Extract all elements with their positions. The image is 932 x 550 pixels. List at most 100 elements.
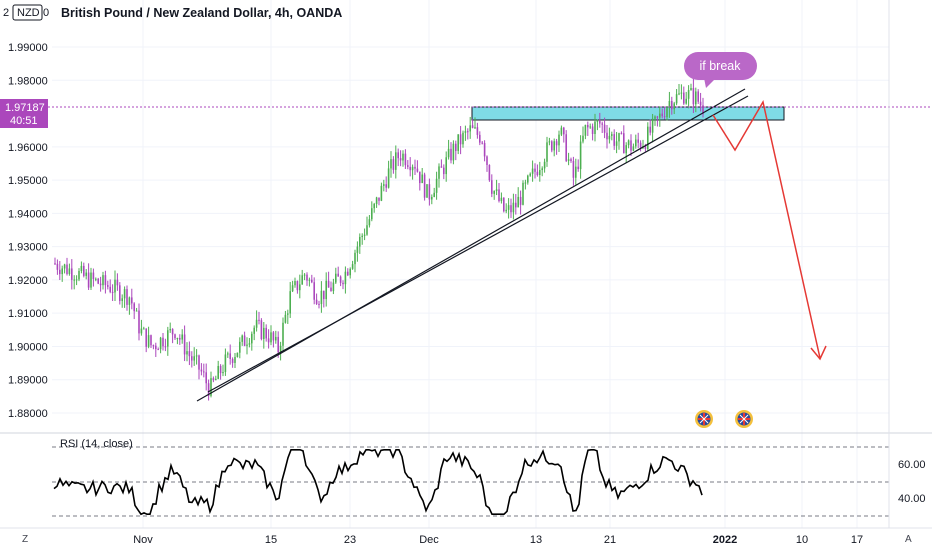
candle-body [243, 335, 246, 346]
candle-body [551, 141, 553, 151]
candle-body [267, 338, 270, 343]
candle-body [385, 184, 387, 188]
uk-flag-icon[interactable] [735, 410, 753, 428]
candle-body [222, 371, 224, 374]
candle-body [169, 328, 171, 331]
candle-body [539, 170, 541, 176]
footer-right-button[interactable]: A [905, 534, 912, 545]
symbol-code: NZD [17, 7, 40, 19]
candle-body [126, 289, 128, 305]
candle-body [659, 113, 661, 118]
chart-title: British Pound / New Zealand Dollar, 4h, … [61, 6, 342, 20]
candle-body [416, 168, 419, 172]
candle-body [565, 134, 567, 161]
candle-body [608, 135, 611, 140]
candle-body [601, 123, 603, 125]
candle-body [599, 120, 601, 124]
candle-body [443, 167, 445, 175]
candle-body [140, 328, 143, 334]
candle-body [625, 145, 627, 154]
candle-body [515, 202, 517, 208]
candle-body [680, 92, 683, 94]
candle-body [260, 320, 263, 340]
candle-body [383, 184, 385, 186]
trendline-lower[interactable] [196, 88, 746, 402]
candle-body [639, 142, 642, 148]
candle-body [296, 281, 299, 291]
candle-body [59, 269, 61, 275]
candle-body [678, 93, 680, 95]
candle-body [114, 279, 116, 293]
projection-arrow[interactable] [712, 99, 821, 359]
candle-body [109, 286, 111, 292]
candle-body [620, 133, 623, 135]
candle-body [95, 278, 97, 280]
candle-body [138, 310, 140, 334]
candle-body [632, 146, 635, 151]
candle-body [279, 345, 282, 353]
candle-body [567, 159, 570, 161]
candle-body [534, 168, 536, 172]
candle-body [224, 354, 227, 372]
candlesticks [54, 78, 704, 401]
candle-body [476, 127, 479, 135]
candle-body [246, 344, 248, 346]
candle-body [387, 168, 390, 188]
candle-body [587, 124, 589, 128]
candle-body [193, 356, 195, 361]
price-axis[interactable]: 1.99000 1.98000 1.96000 1.95000 1.94000 1.930… [8, 42, 48, 420]
candle-body [666, 108, 668, 118]
candle-body [455, 143, 457, 151]
candle-body [92, 272, 95, 279]
candle-body [656, 116, 659, 118]
candle-body [308, 279, 311, 281]
candle-body [203, 371, 205, 373]
candle-body [459, 134, 462, 145]
candle-body [323, 290, 325, 300]
candle-body [428, 184, 431, 200]
rsi-tick-60: 60.00 [898, 459, 926, 471]
trendline-upper[interactable] [207, 95, 749, 393]
candle-body [133, 303, 135, 312]
resistance-zone[interactable] [471, 106, 785, 121]
rsi-tick-40: 40.00 [898, 493, 926, 505]
current-price: 1.97187 [5, 102, 45, 114]
arrow-head [810, 345, 827, 361]
candle-body [685, 98, 687, 104]
candle-body [668, 100, 671, 109]
grid [52, 0, 889, 528]
footer-left-button[interactable]: Z [22, 534, 28, 545]
candle-body [332, 282, 335, 292]
time-tick-label: 17 [851, 534, 863, 546]
candle-body [335, 273, 337, 283]
candle-body [311, 279, 313, 283]
candle-body [171, 328, 174, 335]
candle-body [255, 319, 258, 328]
if-break-bubble[interactable]: if break [684, 52, 757, 88]
candle-body [373, 203, 375, 209]
candle-body [188, 351, 191, 357]
candle-body [347, 271, 349, 276]
candle-body [167, 330, 169, 347]
candle-body [107, 285, 109, 287]
candle-body [517, 196, 519, 208]
uk-flag-icon[interactable] [695, 410, 713, 428]
candle-body [493, 191, 495, 194]
candle-body [529, 173, 531, 176]
candle-body [66, 264, 68, 274]
candle-body [426, 184, 428, 198]
candle-body [548, 141, 551, 143]
candle-body [119, 285, 121, 301]
candle-body [555, 141, 558, 146]
candle-body [306, 274, 308, 281]
time-tick-label: 13 [530, 534, 542, 546]
time-axis[interactable]: Nov 15 23 Dec 13 21 2022 10 17 [133, 534, 863, 546]
candle-body [147, 335, 150, 347]
candle-body [474, 127, 476, 129]
candle-body [546, 142, 548, 162]
candle-body [438, 166, 440, 179]
candle-body [498, 189, 500, 202]
candle-body [159, 337, 162, 350]
candle-body [618, 133, 620, 142]
